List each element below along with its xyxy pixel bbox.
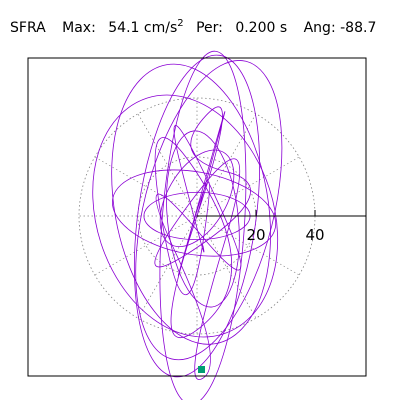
chart-header: SFRA Max: 54.1 cm/s2 Per: 0.200 s Ang: -… — [10, 18, 376, 36]
grid-spoke — [196, 215, 300, 276]
x-tick-label-40: 40 — [305, 226, 324, 244]
angle-label: Ang: — [303, 20, 336, 36]
trace-loop — [159, 149, 235, 247]
angle-value: -88.7 — [340, 20, 377, 36]
trace-loop — [159, 50, 247, 400]
max-label: Max: — [62, 20, 96, 36]
trace-loop — [111, 63, 271, 345]
period-value: 0.200 s — [235, 20, 288, 36]
grid-spoke — [137, 215, 198, 319]
grid-spoke — [94, 156, 198, 217]
max-unit-exponent: 2 — [177, 18, 184, 29]
period-label: Per: — [196, 20, 223, 36]
max-value: 54.1 — [108, 20, 140, 36]
trace-loop — [166, 130, 240, 308]
x-tick-label-20: 20 — [246, 226, 265, 244]
end-marker — [198, 366, 205, 373]
trace-loop — [111, 169, 277, 257]
axes: 20 40 — [197, 210, 366, 373]
trace-path — [154, 106, 251, 380]
trace-loop — [133, 54, 261, 378]
max-unit: cm/s — [143, 20, 178, 36]
trace-loop — [92, 94, 279, 338]
plot-frame — [27, 57, 367, 377]
trace-loop — [135, 60, 283, 361]
station-name: SFRA — [10, 20, 46, 36]
